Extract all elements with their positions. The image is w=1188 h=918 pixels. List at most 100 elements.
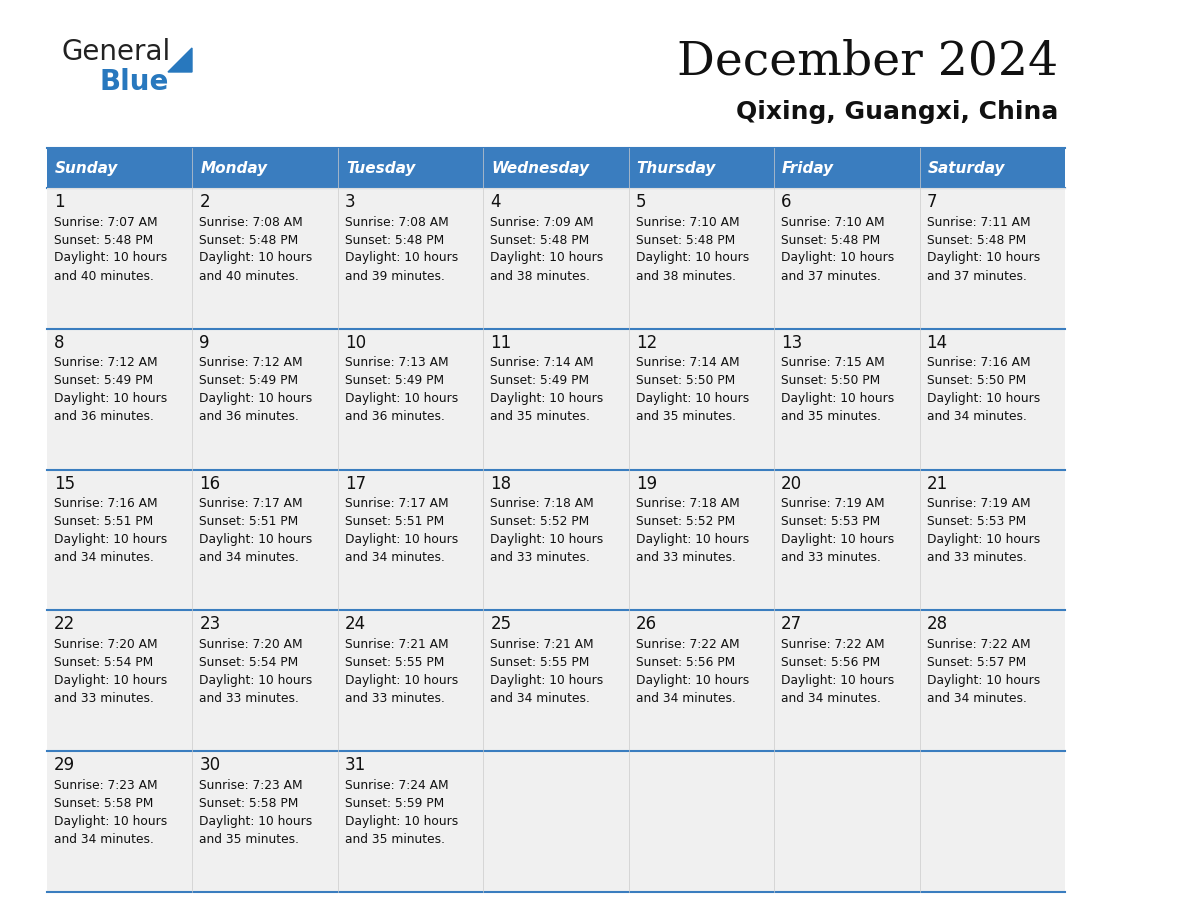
Text: 2: 2 <box>200 193 210 211</box>
Text: Daylight: 10 hours: Daylight: 10 hours <box>200 392 312 406</box>
Text: and 33 minutes.: and 33 minutes. <box>345 692 444 705</box>
Text: 31: 31 <box>345 756 366 774</box>
Text: Sunrise: 7:18 AM: Sunrise: 7:18 AM <box>636 498 739 510</box>
Text: 19: 19 <box>636 475 657 493</box>
Text: 10: 10 <box>345 334 366 352</box>
Text: 9: 9 <box>200 334 210 352</box>
Text: 8: 8 <box>53 334 64 352</box>
Text: Sunrise: 7:10 AM: Sunrise: 7:10 AM <box>636 216 739 229</box>
Bar <box>484 148 628 188</box>
Text: 4: 4 <box>491 193 501 211</box>
Text: Sunset: 5:51 PM: Sunset: 5:51 PM <box>345 515 444 528</box>
Text: 18: 18 <box>491 475 511 493</box>
Text: Sunset: 5:56 PM: Sunset: 5:56 PM <box>782 655 880 669</box>
Text: Sunrise: 7:23 AM: Sunrise: 7:23 AM <box>200 778 303 791</box>
Text: and 35 minutes.: and 35 minutes. <box>636 410 735 423</box>
Text: Sunrise: 7:08 AM: Sunrise: 7:08 AM <box>200 216 303 229</box>
Text: Daylight: 10 hours: Daylight: 10 hours <box>491 392 604 406</box>
Text: Sunrise: 7:17 AM: Sunrise: 7:17 AM <box>345 498 449 510</box>
Text: Daylight: 10 hours: Daylight: 10 hours <box>53 533 168 546</box>
Text: 28: 28 <box>927 615 948 633</box>
Text: Daylight: 10 hours: Daylight: 10 hours <box>200 533 312 546</box>
Text: Daylight: 10 hours: Daylight: 10 hours <box>491 252 604 264</box>
Text: Sunrise: 7:16 AM: Sunrise: 7:16 AM <box>53 498 158 510</box>
Text: Sunrise: 7:14 AM: Sunrise: 7:14 AM <box>636 356 739 369</box>
Text: Daylight: 10 hours: Daylight: 10 hours <box>927 392 1040 406</box>
Polygon shape <box>168 48 192 72</box>
Text: Sunrise: 7:20 AM: Sunrise: 7:20 AM <box>200 638 303 651</box>
Text: 26: 26 <box>636 615 657 633</box>
Text: Sunset: 5:49 PM: Sunset: 5:49 PM <box>200 375 298 387</box>
Bar <box>48 188 1064 329</box>
Text: Sunrise: 7:11 AM: Sunrise: 7:11 AM <box>927 216 1030 229</box>
Text: 16: 16 <box>200 475 221 493</box>
Text: 21: 21 <box>927 475 948 493</box>
Text: Daylight: 10 hours: Daylight: 10 hours <box>200 252 312 264</box>
Text: and 34 minutes.: and 34 minutes. <box>53 833 154 845</box>
Text: Sunset: 5:55 PM: Sunset: 5:55 PM <box>491 655 589 669</box>
Bar <box>48 610 1064 751</box>
Text: Sunrise: 7:18 AM: Sunrise: 7:18 AM <box>491 498 594 510</box>
Text: 1: 1 <box>53 193 64 211</box>
Text: 11: 11 <box>491 334 512 352</box>
Text: and 35 minutes.: and 35 minutes. <box>200 833 299 845</box>
Text: Daylight: 10 hours: Daylight: 10 hours <box>200 814 312 828</box>
Bar <box>48 329 1064 470</box>
Text: 22: 22 <box>53 615 75 633</box>
Text: and 34 minutes.: and 34 minutes. <box>491 692 590 705</box>
Text: Daylight: 10 hours: Daylight: 10 hours <box>345 252 459 264</box>
Text: Sunrise: 7:22 AM: Sunrise: 7:22 AM <box>927 638 1030 651</box>
Text: Sunset: 5:54 PM: Sunset: 5:54 PM <box>53 655 153 669</box>
Text: 25: 25 <box>491 615 511 633</box>
Text: 13: 13 <box>782 334 802 352</box>
Text: Sunset: 5:58 PM: Sunset: 5:58 PM <box>53 797 153 810</box>
Text: Sunrise: 7:17 AM: Sunrise: 7:17 AM <box>200 498 303 510</box>
Text: Daylight: 10 hours: Daylight: 10 hours <box>53 814 168 828</box>
Text: Sunset: 5:53 PM: Sunset: 5:53 PM <box>782 515 880 528</box>
Text: 24: 24 <box>345 615 366 633</box>
Text: Sunrise: 7:21 AM: Sunrise: 7:21 AM <box>491 638 594 651</box>
Text: Sunrise: 7:19 AM: Sunrise: 7:19 AM <box>927 498 1030 510</box>
Text: Daylight: 10 hours: Daylight: 10 hours <box>53 674 168 687</box>
Text: Friday: Friday <box>782 161 834 175</box>
Text: Thursday: Thursday <box>637 161 716 175</box>
Text: Daylight: 10 hours: Daylight: 10 hours <box>345 392 459 406</box>
Text: Daylight: 10 hours: Daylight: 10 hours <box>491 533 604 546</box>
Text: Daylight: 10 hours: Daylight: 10 hours <box>345 533 459 546</box>
Text: Daylight: 10 hours: Daylight: 10 hours <box>636 392 748 406</box>
Text: Sunrise: 7:10 AM: Sunrise: 7:10 AM <box>782 216 885 229</box>
Text: Sunrise: 7:24 AM: Sunrise: 7:24 AM <box>345 778 449 791</box>
Bar <box>48 470 1064 610</box>
Text: December 2024: December 2024 <box>677 39 1059 84</box>
Text: Sunrise: 7:23 AM: Sunrise: 7:23 AM <box>53 778 158 791</box>
Text: and 36 minutes.: and 36 minutes. <box>200 410 299 423</box>
Text: and 33 minutes.: and 33 minutes. <box>927 551 1026 564</box>
Text: Sunset: 5:55 PM: Sunset: 5:55 PM <box>345 655 444 669</box>
Text: and 35 minutes.: and 35 minutes. <box>491 410 590 423</box>
Text: and 34 minutes.: and 34 minutes. <box>636 692 735 705</box>
Bar <box>192 148 337 188</box>
Text: Sunrise: 7:09 AM: Sunrise: 7:09 AM <box>491 216 594 229</box>
Text: Sunrise: 7:16 AM: Sunrise: 7:16 AM <box>927 356 1030 369</box>
Text: Sunrise: 7:08 AM: Sunrise: 7:08 AM <box>345 216 449 229</box>
Text: Sunset: 5:52 PM: Sunset: 5:52 PM <box>636 515 735 528</box>
Text: Daylight: 10 hours: Daylight: 10 hours <box>491 674 604 687</box>
Text: and 37 minutes.: and 37 minutes. <box>927 270 1026 283</box>
Text: 15: 15 <box>53 475 75 493</box>
Text: Sunset: 5:49 PM: Sunset: 5:49 PM <box>53 375 153 387</box>
Text: 23: 23 <box>200 615 221 633</box>
Text: 3: 3 <box>345 193 355 211</box>
Text: Sunset: 5:48 PM: Sunset: 5:48 PM <box>927 233 1025 247</box>
Text: Sunrise: 7:14 AM: Sunrise: 7:14 AM <box>491 356 594 369</box>
Text: Daylight: 10 hours: Daylight: 10 hours <box>53 252 168 264</box>
Text: Sunset: 5:48 PM: Sunset: 5:48 PM <box>53 233 153 247</box>
Text: Sunrise: 7:13 AM: Sunrise: 7:13 AM <box>345 356 449 369</box>
Text: and 38 minutes.: and 38 minutes. <box>491 270 590 283</box>
Text: and 33 minutes.: and 33 minutes. <box>636 551 735 564</box>
Text: Sunset: 5:51 PM: Sunset: 5:51 PM <box>200 515 298 528</box>
Text: Sunrise: 7:22 AM: Sunrise: 7:22 AM <box>782 638 885 651</box>
Text: Sunset: 5:48 PM: Sunset: 5:48 PM <box>491 233 589 247</box>
Text: and 36 minutes.: and 36 minutes. <box>345 410 444 423</box>
Text: 6: 6 <box>782 193 791 211</box>
Text: and 34 minutes.: and 34 minutes. <box>927 692 1026 705</box>
